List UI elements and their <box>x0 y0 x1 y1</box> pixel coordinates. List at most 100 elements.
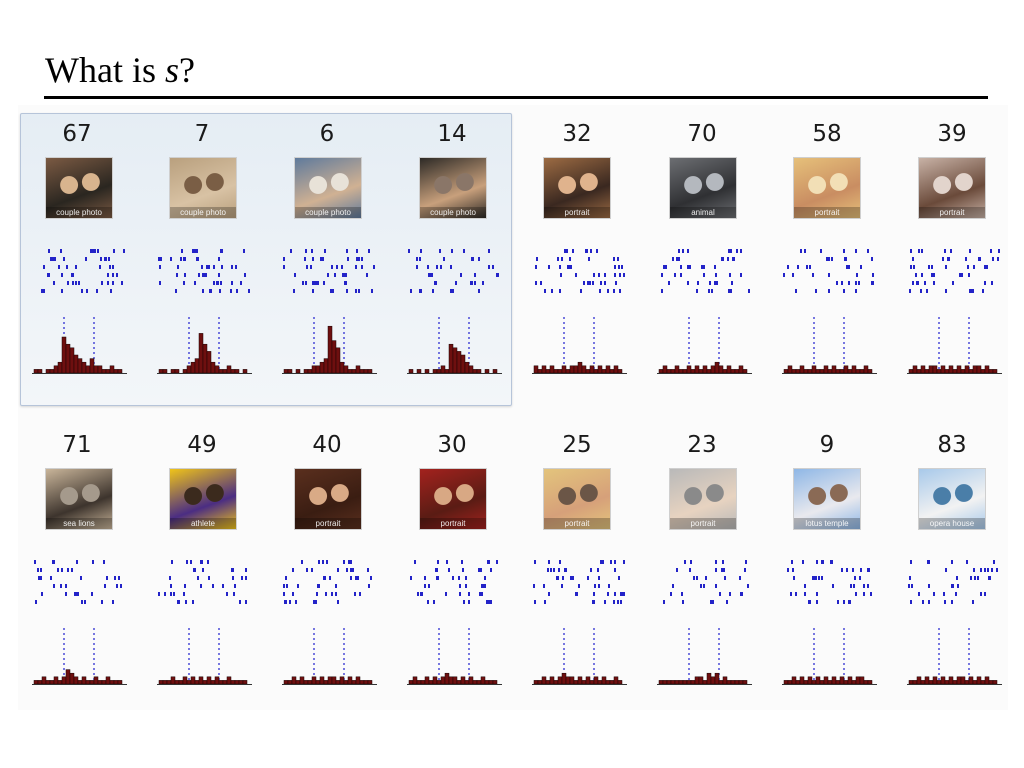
psth-bar <box>49 369 55 374</box>
two-people-photo-icon: couple photo <box>294 157 362 219</box>
psth-bar <box>214 365 220 374</box>
spike-tick <box>809 265 811 269</box>
spike-tick <box>973 265 975 269</box>
psth-bar <box>807 369 813 374</box>
spike-tick <box>108 257 110 261</box>
spike-tick <box>535 265 537 269</box>
psth-bar <box>815 676 821 685</box>
spike-tick <box>116 584 118 588</box>
spike-tick <box>210 289 212 293</box>
spike-tick <box>183 592 185 596</box>
spike-tick <box>724 576 726 580</box>
spike-tick <box>544 289 546 293</box>
psth-bar <box>186 365 192 374</box>
spike-tick <box>558 568 560 572</box>
spike-tick <box>955 592 957 596</box>
spike-tick <box>715 568 717 572</box>
spike-tick <box>600 281 602 285</box>
spike-tick <box>590 249 592 253</box>
spike-tick <box>721 568 723 572</box>
psth-bar <box>73 676 79 685</box>
psth-bar <box>831 676 837 685</box>
spike-tick <box>982 289 984 293</box>
psth-bar <box>992 369 998 374</box>
spike-tick <box>598 584 600 588</box>
spike-tick <box>324 249 326 253</box>
spike-tick <box>613 600 615 604</box>
spike-tick <box>92 560 94 564</box>
portrait-photo-icon: portrait <box>669 468 737 530</box>
spike-tick <box>672 257 674 261</box>
spike-tick <box>909 289 911 293</box>
spike-tick <box>921 249 923 253</box>
spike-tick <box>680 273 682 277</box>
spike-tick <box>446 560 448 564</box>
stimulus-panel: 70 animal <box>647 113 772 413</box>
spike-tick <box>715 584 717 588</box>
spike-tick <box>443 257 445 261</box>
psth-bar <box>198 333 204 374</box>
psth-bar <box>81 676 87 685</box>
psth-bar <box>202 680 208 685</box>
spike-tick <box>572 576 574 580</box>
spike-tick <box>193 568 195 572</box>
spike-tick <box>61 568 63 572</box>
psth-bar <box>908 680 914 685</box>
spike-tick <box>104 584 106 588</box>
spike-tick <box>231 265 233 269</box>
spike-tick <box>232 576 234 580</box>
psth-bar <box>101 680 107 685</box>
spike-tick <box>564 249 566 253</box>
title-variable: s <box>164 50 179 90</box>
psth-bar <box>565 676 571 685</box>
psth-histogram <box>782 317 877 374</box>
spike-tick <box>928 560 930 564</box>
psth-bar <box>666 680 672 685</box>
spike-tick <box>283 592 285 596</box>
spike-tick <box>112 273 114 277</box>
spike-tick <box>78 281 80 285</box>
spike-tick <box>358 289 360 293</box>
spike-tick <box>97 249 99 253</box>
psth-bar <box>408 369 414 374</box>
spike-tick <box>245 568 247 572</box>
psth-bar <box>972 680 978 685</box>
psth-bar <box>936 369 942 374</box>
spike-tick <box>480 568 482 572</box>
psth-bar <box>601 676 607 685</box>
psth-bar <box>726 365 732 374</box>
psth-bar <box>335 680 341 685</box>
spike-tick <box>173 592 175 596</box>
spike-tick <box>436 265 438 269</box>
psth-bar <box>210 680 216 685</box>
spike-tick <box>812 576 814 580</box>
stimulus-number: 70 <box>687 121 717 147</box>
psth-bar <box>710 676 716 685</box>
spike-tick <box>740 249 742 253</box>
psth-bar <box>686 365 692 374</box>
spike-tick <box>816 600 818 604</box>
spike-tick <box>329 576 331 580</box>
spike-tick <box>828 289 830 293</box>
psth-bar <box>827 680 833 685</box>
spike-tick <box>337 600 339 604</box>
psth-bar <box>940 365 946 374</box>
spike-tick <box>482 281 484 285</box>
psth-bar <box>593 676 599 685</box>
spike-tick <box>310 265 312 269</box>
psth-bar <box>303 680 309 685</box>
spike-tick <box>417 592 419 596</box>
spike-tick <box>192 249 194 253</box>
spike-tick <box>434 281 436 285</box>
spike-tick <box>561 257 563 261</box>
psth-bar <box>787 365 793 374</box>
stimulus-number: 83 <box>937 432 967 458</box>
psth-bar <box>174 369 180 374</box>
spike-tick <box>924 281 926 285</box>
spike-tick <box>427 600 429 604</box>
spike-tick <box>917 281 919 285</box>
spike-tick <box>322 560 324 564</box>
psth-bar <box>847 369 853 374</box>
spike-tick <box>90 249 92 253</box>
psth-bar <box>105 676 111 685</box>
